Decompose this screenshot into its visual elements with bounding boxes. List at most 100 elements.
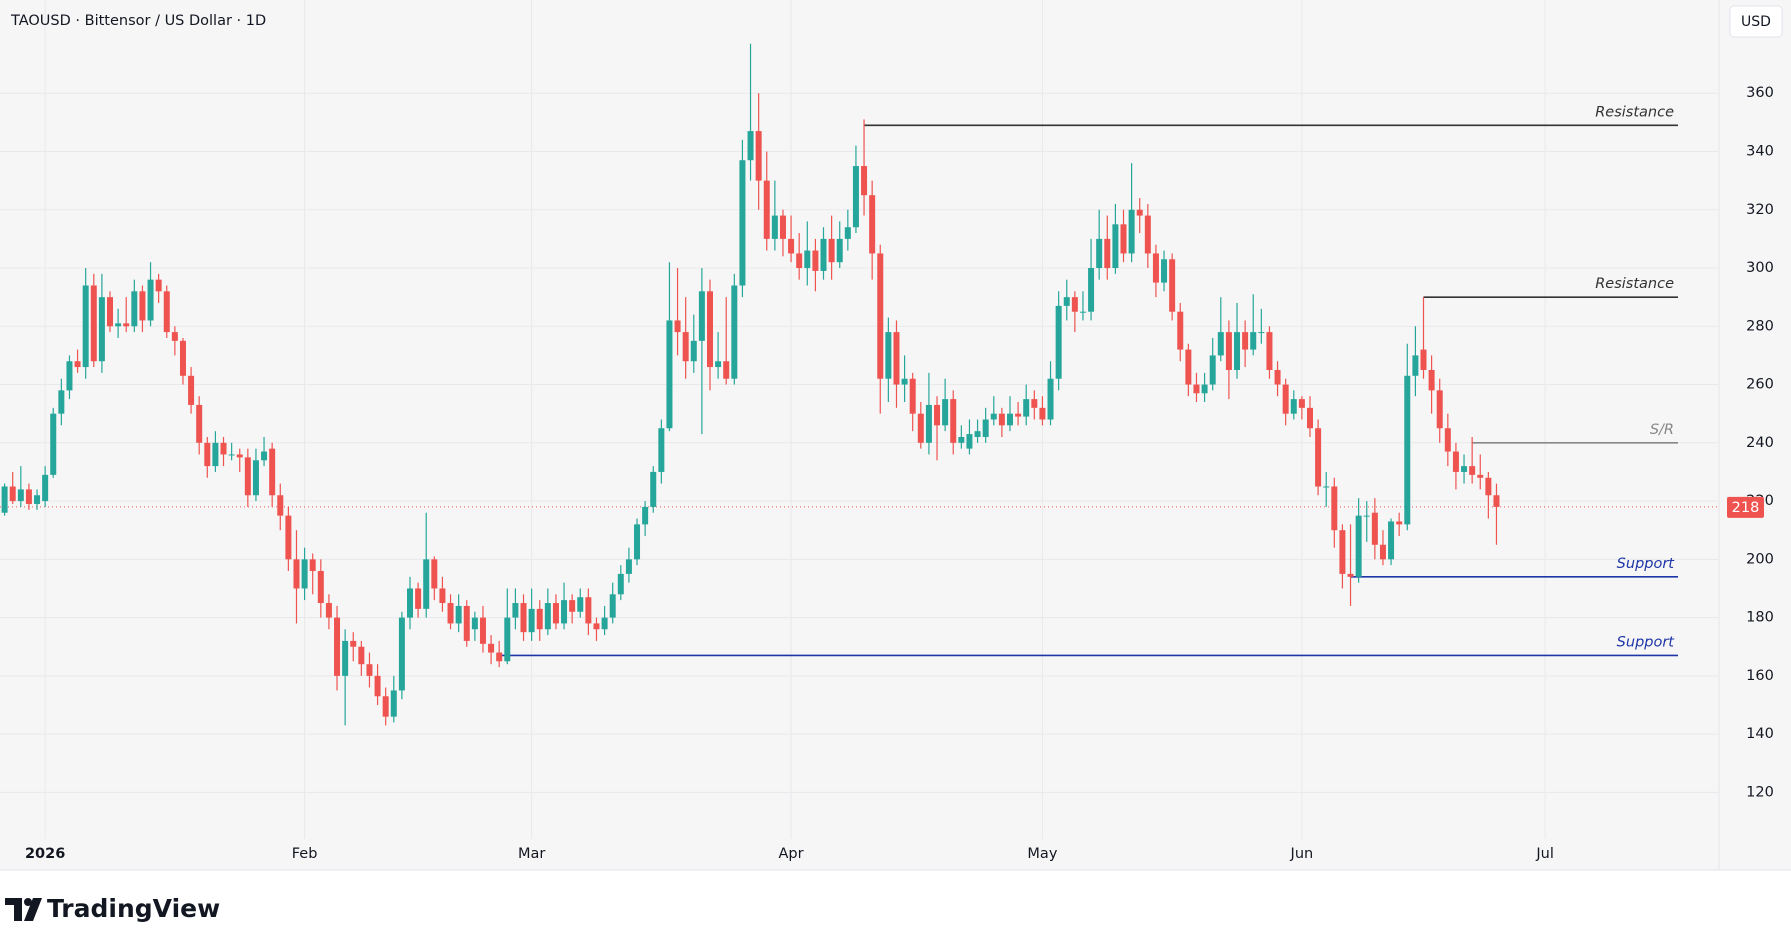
candle-body — [1323, 486, 1330, 488]
candle-body — [934, 404, 941, 426]
candle-body — [544, 603, 551, 630]
candle-body — [479, 617, 486, 644]
candle-body — [147, 279, 154, 321]
candle-body — [123, 323, 130, 327]
candle-body — [139, 291, 146, 321]
candle-body — [528, 608, 535, 633]
y-tick-label: 320 — [1746, 202, 1774, 218]
candle-body — [1258, 332, 1265, 334]
candle-body — [852, 166, 859, 228]
x-tick-label: Jul — [1535, 846, 1554, 862]
candle-body — [625, 559, 632, 574]
candle-body — [1266, 332, 1273, 370]
candle-body — [779, 215, 786, 239]
candle-body — [642, 506, 649, 525]
candle-body — [66, 361, 73, 391]
candle-body — [131, 291, 138, 327]
candle-body — [771, 215, 778, 239]
candle-body — [228, 454, 235, 456]
candle-body — [1363, 515, 1370, 517]
candle-body — [1404, 375, 1411, 525]
candle-body — [504, 617, 511, 662]
candle-body — [1452, 451, 1459, 472]
candle-body — [439, 588, 446, 604]
candle-body — [828, 238, 835, 263]
y-tick-label: 300 — [1746, 260, 1774, 276]
candle-body — [455, 605, 462, 624]
candle-body — [1104, 238, 1111, 269]
candle-body — [820, 238, 827, 271]
candle-body — [909, 378, 916, 414]
candle-body — [82, 285, 89, 368]
candle-body — [885, 332, 892, 379]
candle-body — [220, 442, 227, 455]
candle-body — [1088, 268, 1095, 312]
candle-body — [844, 227, 851, 239]
candle-body — [1055, 305, 1062, 379]
candle-body — [617, 573, 624, 595]
chart-title: TAOUSD · Bittensor / US Dollar · 1D — [10, 13, 266, 29]
candle-body — [407, 588, 413, 618]
brand-logo: TradingView — [5, 894, 220, 923]
logo-icon-dot — [24, 898, 32, 906]
candle-body — [1201, 384, 1208, 394]
candle-body — [666, 320, 673, 429]
y-tick-label: 120 — [1746, 784, 1774, 800]
candle-body — [293, 559, 300, 589]
candle-body — [17, 489, 24, 502]
candle-body — [374, 675, 381, 697]
candle-body — [1006, 413, 1013, 426]
candle-body — [706, 291, 713, 368]
candle-body — [958, 436, 965, 443]
candle-body — [593, 623, 600, 630]
candle-body — [431, 559, 438, 589]
candle-body — [1274, 369, 1281, 385]
candle-body — [261, 451, 268, 461]
candles — [1, 43, 1500, 726]
candle-body — [447, 603, 454, 624]
level-label: Resistance — [1595, 104, 1674, 120]
grid — [0, 0, 1719, 839]
candle-body — [285, 515, 292, 560]
candle-body — [877, 253, 884, 379]
candle-body — [1420, 349, 1427, 370]
y-tick-label: 260 — [1746, 377, 1774, 393]
logo-icon-v — [24, 898, 42, 921]
candle-body — [204, 442, 211, 467]
candle-body — [236, 454, 243, 458]
candle-body — [1290, 399, 1297, 414]
candle-body — [569, 600, 576, 612]
candle-body — [1234, 332, 1241, 370]
candle-body — [163, 291, 170, 333]
level-label: Resistance — [1595, 276, 1674, 292]
y-tick-label: 180 — [1746, 610, 1774, 626]
candle-body — [463, 605, 470, 641]
candle-body — [1063, 297, 1070, 306]
candle-body — [1185, 349, 1192, 385]
candle-body — [796, 253, 803, 269]
candle-body — [1379, 544, 1386, 560]
candle-body — [423, 559, 430, 609]
candle-body — [382, 696, 389, 717]
currency-button[interactable] — [1729, 5, 1783, 38]
candle-body — [1477, 474, 1484, 478]
candle-body — [244, 457, 251, 496]
currency-button-label[interactable]: USD — [1741, 14, 1771, 30]
candle-body — [658, 428, 665, 472]
candle-body — [350, 640, 357, 647]
candle-body — [1112, 224, 1119, 269]
candle-body — [1428, 369, 1435, 391]
candle-body — [998, 413, 1005, 426]
x-tick-label: Apr — [779, 846, 804, 862]
candle-body — [58, 390, 65, 414]
candle-body — [1485, 477, 1492, 496]
candle-body — [634, 524, 641, 560]
candle-body — [415, 588, 422, 609]
candle-body — [188, 375, 195, 405]
y-tick-label: 160 — [1746, 668, 1774, 684]
candle-body — [812, 250, 819, 271]
candle-body — [1217, 332, 1224, 356]
candle-body — [1015, 413, 1022, 417]
brand-name: TradingView — [47, 894, 220, 923]
